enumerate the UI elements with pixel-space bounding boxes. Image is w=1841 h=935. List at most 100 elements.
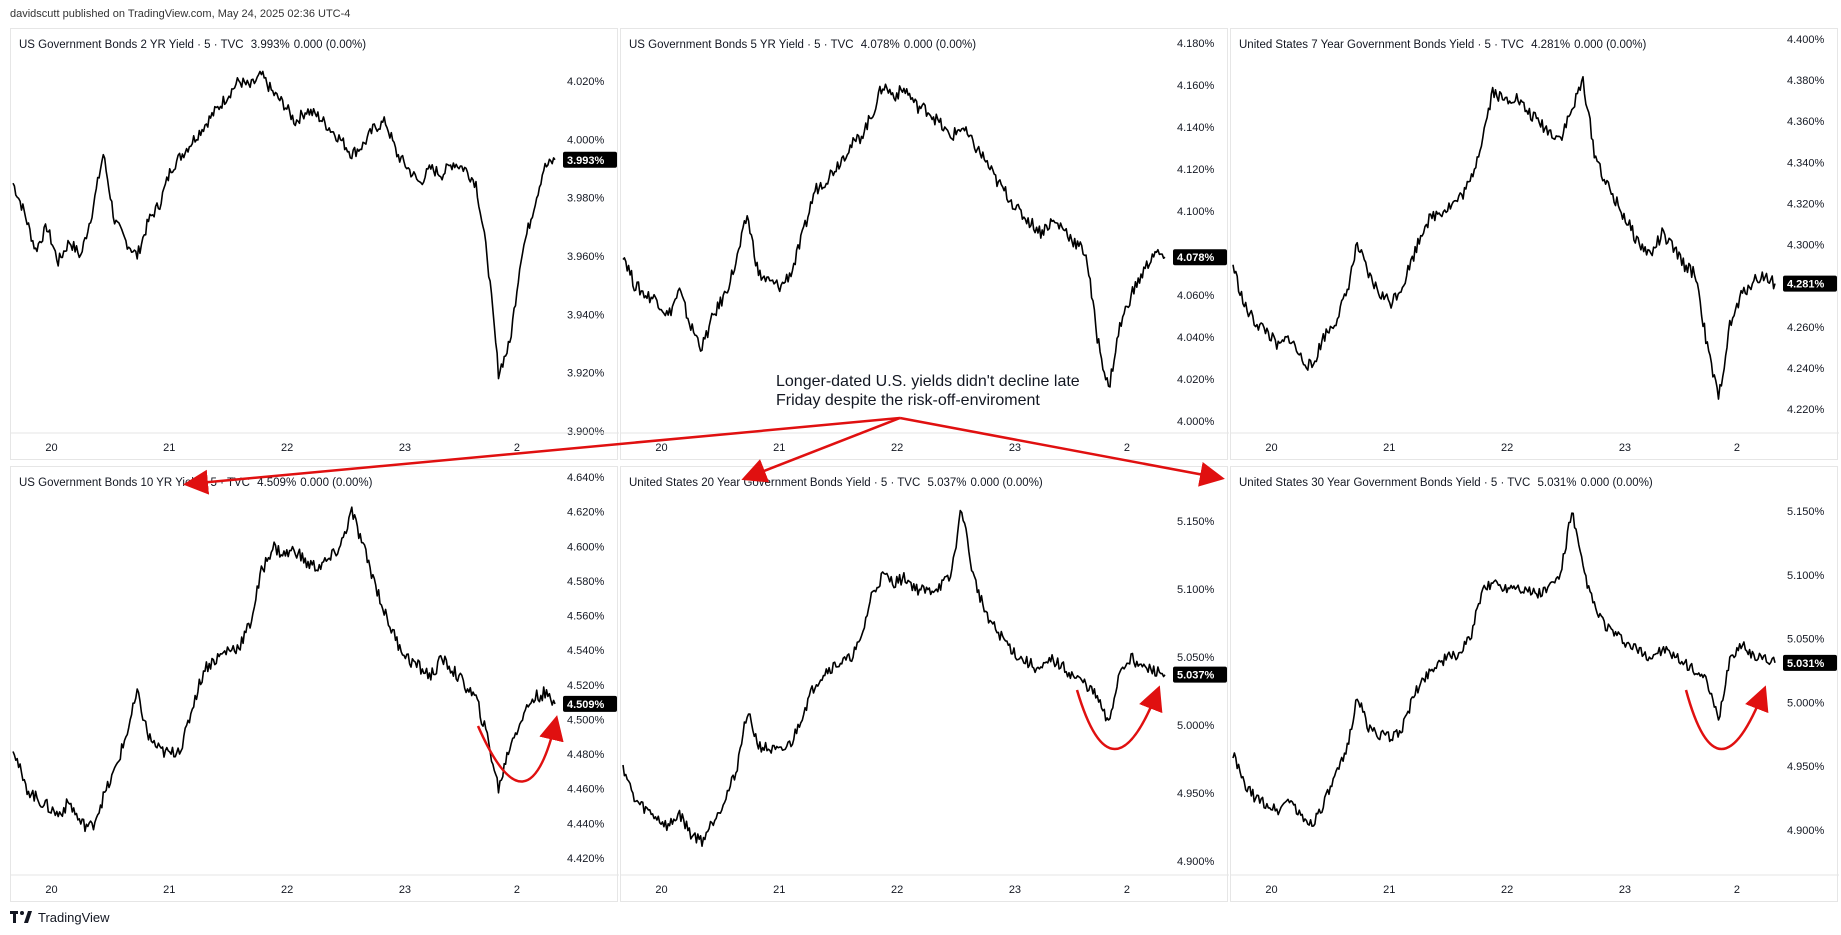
y-tick-label: 4.580% xyxy=(567,576,605,588)
y-tick-label: 4.000% xyxy=(1177,416,1215,428)
x-tick-label: 20 xyxy=(655,884,667,896)
y-tick-label: 4.000% xyxy=(567,134,605,146)
x-tick-label: 2⁠ xyxy=(1124,884,1130,896)
series-line xyxy=(622,509,1166,848)
last-value-badge-text: 4.509% xyxy=(567,699,605,711)
series-line xyxy=(12,506,556,833)
series-change: 0.000 (0.00%) xyxy=(1580,477,1653,489)
y-tick-label: 4.040% xyxy=(1177,332,1215,344)
y-tick-label: 4.360% xyxy=(1787,116,1825,128)
series-change: 0.000 (0.00%) xyxy=(903,39,977,51)
y-tick-label: 4.160% xyxy=(1177,80,1215,92)
y-tick-label: 3.960% xyxy=(567,251,605,263)
series-last-value: 4.281% xyxy=(1531,39,1571,51)
x-tick-label: 2⁠ xyxy=(514,884,520,896)
y-tick-label: 4.620% xyxy=(567,507,605,519)
last-value-badge xyxy=(1783,275,1837,292)
y-tick-label: 4.240% xyxy=(1787,363,1825,375)
x-tick-label: 23 xyxy=(399,442,411,454)
x-tick-label: 20 xyxy=(655,442,667,454)
series-change: 0.000 (0.00%) xyxy=(1574,39,1647,51)
y-tick-label: 4.900% xyxy=(1787,825,1825,837)
chart-pane-30yr[interactable]: United States 30 Year Government Bonds Y… xyxy=(1230,466,1839,902)
y-tick-label: 4.460% xyxy=(567,784,605,796)
x-tick-label: 23 xyxy=(1619,442,1631,454)
x-tick-label: 2⁠ xyxy=(514,442,520,454)
tradingview-logo[interactable]: TradingView xyxy=(10,909,110,925)
series-last-value: 4.078% xyxy=(860,39,900,51)
y-tick-label: 4.380% xyxy=(1787,75,1825,87)
y-tick-label: 3.940% xyxy=(567,309,605,321)
chart-pane-5yr[interactable]: US Government Bonds 5 YR Yield · 5 · TVC… xyxy=(620,28,1229,460)
x-tick-label: 22 xyxy=(1501,884,1513,896)
series-title: US Government Bonds 5 YR Yield · 5 · TVC xyxy=(629,39,854,51)
pane-title-30yr: United States 30 Year Government Bonds Y… xyxy=(1239,477,1653,489)
y-tick-label: 4.560% xyxy=(567,611,605,623)
x-tick-label: 23 xyxy=(399,884,411,896)
last-value-badge xyxy=(563,695,617,712)
last-value-badge-text: 5.037% xyxy=(1177,670,1215,682)
series-last-value: 3.993% xyxy=(250,39,290,51)
x-tick-label: 20 xyxy=(1265,884,1277,896)
y-tick-label: 5.050% xyxy=(1177,652,1215,664)
series-line xyxy=(12,70,556,380)
series-title: US Government Bonds 2 YR Yield · 5 · TVC xyxy=(19,39,244,51)
x-tick-label: 2⁠ xyxy=(1734,442,1740,454)
last-value-badge-text: 4.281% xyxy=(1787,279,1825,291)
x-tick-label: 22 xyxy=(281,884,293,896)
last-value-badge xyxy=(1173,249,1227,266)
x-tick-label: 20 xyxy=(45,442,57,454)
x-tick-label: 20 xyxy=(45,884,57,896)
y-tick-label: 4.300% xyxy=(1787,240,1825,252)
last-value-badge-text: 4.078% xyxy=(1177,252,1215,264)
x-tick-label: 21 xyxy=(1383,442,1395,454)
y-tick-label: 4.540% xyxy=(567,645,605,657)
series-last-value: 5.031% xyxy=(1537,477,1577,489)
y-tick-label: 5.000% xyxy=(1177,720,1215,732)
last-value-badge xyxy=(1173,666,1227,683)
y-tick-label: 3.920% xyxy=(567,368,605,380)
tradingview-logo-icon xyxy=(10,911,32,923)
y-tick-label: 4.520% xyxy=(567,680,605,692)
chart-svg-20yr: 5.150% 5.100% 5.050% 5.000% 4.950% 4.900% 20 21… xyxy=(621,509,1229,896)
y-tick-label: 5.100% xyxy=(1787,570,1825,582)
x-tick-label: 2⁠ xyxy=(1124,442,1130,454)
y-tick-label: 4.140% xyxy=(1177,122,1215,134)
chart-pane-20yr[interactable]: United States 20 Year Government Bonds Y… xyxy=(620,466,1229,902)
x-tick-label: 2⁠ xyxy=(1734,884,1740,896)
x-tick-label: 21 xyxy=(1383,884,1395,896)
y-tick-label: 4.440% xyxy=(567,818,605,830)
annotation-text: Longer-dated U.S. yields didn't decline … xyxy=(776,373,1080,409)
chart-pane-2yr[interactable]: US Government Bonds 2 YR Yield · 5 · TVC… xyxy=(10,28,619,460)
y-tick-label: 4.340% xyxy=(1787,157,1825,169)
y-tick-label: 4.100% xyxy=(1177,206,1215,218)
y-tick-label: 3.900% xyxy=(567,426,605,438)
x-tick-label: 21 xyxy=(773,884,785,896)
series-change: 0.000 (0.00%) xyxy=(970,477,1043,489)
tradingview-brand: TradingView xyxy=(38,909,110,925)
series-title: United States 7 Year Government Bonds Yi… xyxy=(1239,39,1524,51)
series-line xyxy=(1232,512,1776,828)
series-line xyxy=(622,83,1166,388)
y-tick-label: 4.420% xyxy=(567,853,605,865)
x-tick-label: 22 xyxy=(1501,442,1513,454)
y-tick-label: 3.980% xyxy=(567,193,605,205)
x-tick-label: 22 xyxy=(281,442,293,454)
y-tick-label: 4.320% xyxy=(1787,198,1825,210)
x-tick-label: 21 xyxy=(163,884,175,896)
chart-pane-7yr[interactable]: United States 7 Year Government Bonds Yi… xyxy=(1230,28,1839,460)
y-tick-label: 4.060% xyxy=(1177,290,1215,302)
series-line xyxy=(1232,75,1776,400)
series-title: United States 30 Year Government Bonds Y… xyxy=(1239,477,1531,489)
y-tick-label: 5.050% xyxy=(1787,634,1825,646)
y-tick-label: 4.500% xyxy=(567,714,605,726)
y-tick-label: 4.260% xyxy=(1787,322,1825,334)
y-tick-label: 4.020% xyxy=(1177,374,1215,386)
chart-pane-10yr[interactable]: US Government Bonds 10 YR Yield · 5 · TV… xyxy=(10,466,619,902)
y-tick-label: 5.150% xyxy=(1177,516,1215,528)
y-tick-label: 4.900% xyxy=(1177,856,1215,868)
y-tick-label: 4.220% xyxy=(1787,404,1825,416)
x-tick-label: 22 xyxy=(891,442,903,454)
y-tick-label: 5.000% xyxy=(1787,697,1825,709)
pane-title-7yr: United States 7 Year Government Bonds Yi… xyxy=(1239,39,1646,51)
